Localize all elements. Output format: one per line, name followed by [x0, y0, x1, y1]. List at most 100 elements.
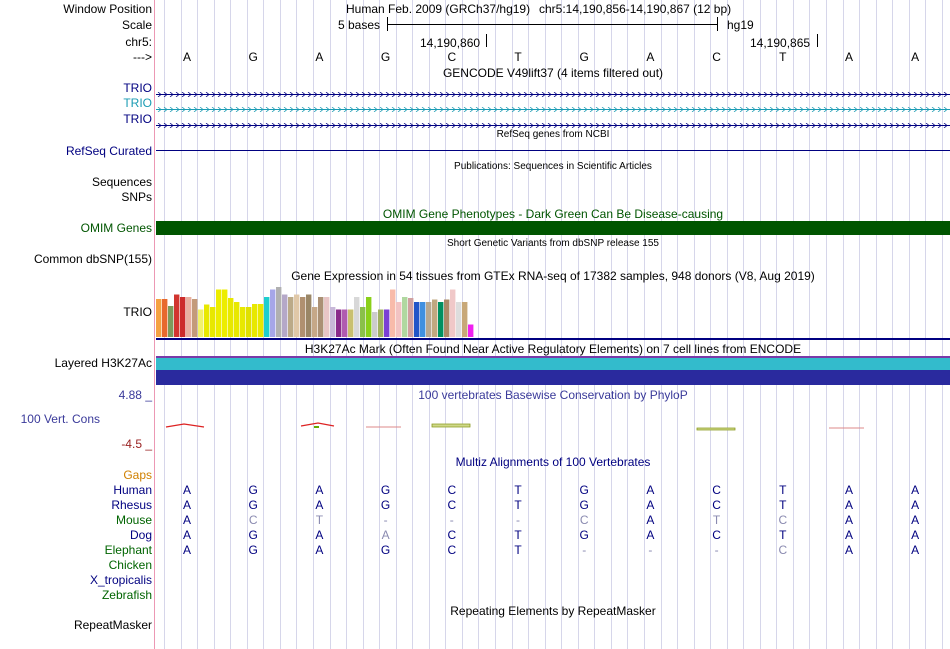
- label-layered-h3k27ac[interactable]: Layered H3K27Ac: [54, 356, 152, 370]
- gencode-transcript-trio-3[interactable]: [156, 117, 950, 129]
- gtex-tissue-bar[interactable]: [444, 299, 450, 338]
- gtex-tissue-bar[interactable]: [366, 297, 372, 337]
- phylop-wiggle[interactable]: [156, 415, 950, 437]
- gtex-tissue-bar[interactable]: [408, 298, 414, 337]
- gtex-tissue-bar[interactable]: [240, 307, 246, 337]
- gtex-tissue-bar[interactable]: [384, 309, 390, 338]
- gtex-tissue-bar[interactable]: [294, 294, 300, 338]
- label-species-elephant[interactable]: Elephant: [104, 543, 152, 557]
- gtex-tissue-bar[interactable]: [468, 324, 474, 338]
- alignment-base: A: [911, 513, 920, 527]
- gtex-tissue-bar[interactable]: [276, 287, 282, 337]
- omim-gene-bar[interactable]: [156, 221, 950, 235]
- label-chrom[interactable]: chr5:: [125, 35, 152, 49]
- gtex-tissue-bar[interactable]: [288, 297, 294, 337]
- alignment-base: G: [248, 543, 258, 557]
- gtex-tissue-bar[interactable]: [396, 302, 402, 337]
- label-repeatmasker[interactable]: RepeatMasker: [73, 618, 152, 632]
- label-snps[interactable]: SNPs: [121, 190, 152, 204]
- label-sequences[interactable]: Sequences: [91, 175, 152, 189]
- gtex-tissue-bar[interactable]: [234, 302, 240, 337]
- gtex-tissue-bar[interactable]: [246, 307, 252, 337]
- gtex-tissue-bar[interactable]: [318, 297, 324, 337]
- gtex-tissue-bar[interactable]: [258, 304, 264, 337]
- gencode-transcript-trio-1[interactable]: [156, 86, 950, 98]
- gtex-tissue-bar[interactable]: [348, 309, 354, 338]
- alignment-base: G: [380, 543, 391, 557]
- label-scale[interactable]: Scale: [121, 18, 152, 32]
- gencode-transcript-trio-2[interactable]: [156, 101, 950, 113]
- gtex-tissue-bar[interactable]: [192, 299, 198, 337]
- grid-line: [561, 0, 563, 649]
- gtex-tissue-bar[interactable]: [324, 297, 330, 337]
- gtex-bar-graph[interactable]: [156, 283, 950, 339]
- gtex-tissue-bar[interactable]: [264, 297, 270, 337]
- gtex-tissue-bar[interactable]: [360, 307, 366, 337]
- label-gaps[interactable]: Gaps: [123, 468, 152, 482]
- gtex-tissue-bar[interactable]: [390, 289, 396, 338]
- label-100-vert-cons[interactable]: 100 Vert. Cons: [20, 412, 100, 426]
- label-gencode-trio-1[interactable]: TRIO: [123, 81, 152, 95]
- label-species-chicken[interactable]: Chicken: [108, 558, 152, 572]
- gtex-tissue-bar[interactable]: [402, 297, 408, 337]
- gtex-tissue-bar[interactable]: [426, 302, 432, 337]
- gtex-tissue-bar[interactable]: [450, 289, 456, 338]
- gtex-tissue-bar[interactable]: [456, 302, 462, 337]
- h3k27ac-layer-navy[interactable]: [156, 370, 950, 385]
- label-species-human[interactable]: Human: [113, 483, 152, 497]
- gtex-tissue-bar[interactable]: [216, 289, 222, 338]
- gtex-tissue-bar[interactable]: [414, 302, 420, 337]
- gtex-tissue-bar[interactable]: [306, 294, 312, 338]
- alignment-base: A: [182, 498, 191, 512]
- label-gtex-trio[interactable]: TRIO: [123, 305, 152, 319]
- label-species-zebrafish[interactable]: Zebrafish: [101, 588, 152, 602]
- label-common-dbsnp[interactable]: Common dbSNP(155): [33, 252, 152, 266]
- base-letter: C: [712, 50, 721, 64]
- gtex-tissue-bar[interactable]: [330, 307, 336, 337]
- gtex-tissue-bar[interactable]: [420, 302, 426, 337]
- label-species-mouse[interactable]: Mouse: [115, 513, 152, 527]
- label-window-position[interactable]: Window Position: [63, 2, 152, 16]
- label-gencode-trio-3[interactable]: TRIO: [123, 112, 152, 126]
- label-species-rhesus[interactable]: Rhesus: [111, 498, 152, 512]
- gtex-tissue-bar[interactable]: [270, 289, 276, 338]
- gtex-tissue-bar[interactable]: [204, 304, 210, 338]
- gtex-tissue-bar[interactable]: [438, 302, 444, 337]
- gtex-tissue-bar[interactable]: [312, 307, 318, 337]
- label-gencode-trio-2[interactable]: TRIO: [123, 96, 152, 110]
- label-species-dog[interactable]: Dog: [129, 528, 152, 542]
- grid-line: [677, 0, 679, 649]
- gtex-tissue-bar[interactable]: [252, 304, 258, 337]
- label-species-x-tropicalis[interactable]: X_tropicalis: [89, 573, 152, 587]
- gencode-track-title: GENCODE V49lift37 (4 items filtered out): [442, 66, 664, 80]
- gtex-tissue-bar[interactable]: [222, 289, 228, 338]
- coord-label-2: 14,190,865: [750, 36, 811, 50]
- alignment-base: C: [778, 543, 788, 557]
- grid-line: [842, 0, 844, 649]
- h3k27ac-layer-cyan[interactable]: [156, 358, 950, 370]
- gtex-tissue-bar[interactable]: [432, 299, 438, 338]
- scale-db: hg19: [727, 18, 754, 32]
- gtex-tissue-bar[interactable]: [282, 294, 288, 338]
- browser-image[interactable]: Human Feb. 2009 (GRCh37/hg19) chr5:14,19…: [156, 0, 950, 649]
- gtex-tissue-bar[interactable]: [336, 309, 342, 338]
- gtex-tissue-bar[interactable]: [342, 309, 348, 338]
- gtex-tissue-bar[interactable]: [198, 309, 204, 338]
- gtex-tissue-bar[interactable]: [462, 302, 468, 337]
- gtex-tissue-bar[interactable]: [168, 306, 174, 337]
- gtex-tissue-bar[interactable]: [300, 297, 306, 337]
- label-refseq-curated[interactable]: RefSeq Curated: [65, 144, 152, 158]
- gtex-tissue-bar[interactable]: [174, 294, 180, 338]
- gtex-tissue-bar[interactable]: [156, 299, 162, 337]
- grid-line: [759, 0, 761, 649]
- gtex-tissue-bar[interactable]: [210, 307, 216, 337]
- gtex-tissue-bar[interactable]: [162, 299, 168, 337]
- gtex-tissue-bar[interactable]: [186, 297, 192, 337]
- gtex-tissue-bar[interactable]: [228, 298, 234, 337]
- gtex-tissue-bar[interactable]: [354, 297, 360, 337]
- gtex-tissue-bar[interactable]: [180, 297, 186, 337]
- refseq-gene-line[interactable]: [156, 150, 950, 151]
- label-omim-genes[interactable]: OMIM Genes: [80, 221, 152, 235]
- gtex-tissue-bar[interactable]: [378, 309, 384, 338]
- gtex-tissue-bar[interactable]: [372, 312, 378, 337]
